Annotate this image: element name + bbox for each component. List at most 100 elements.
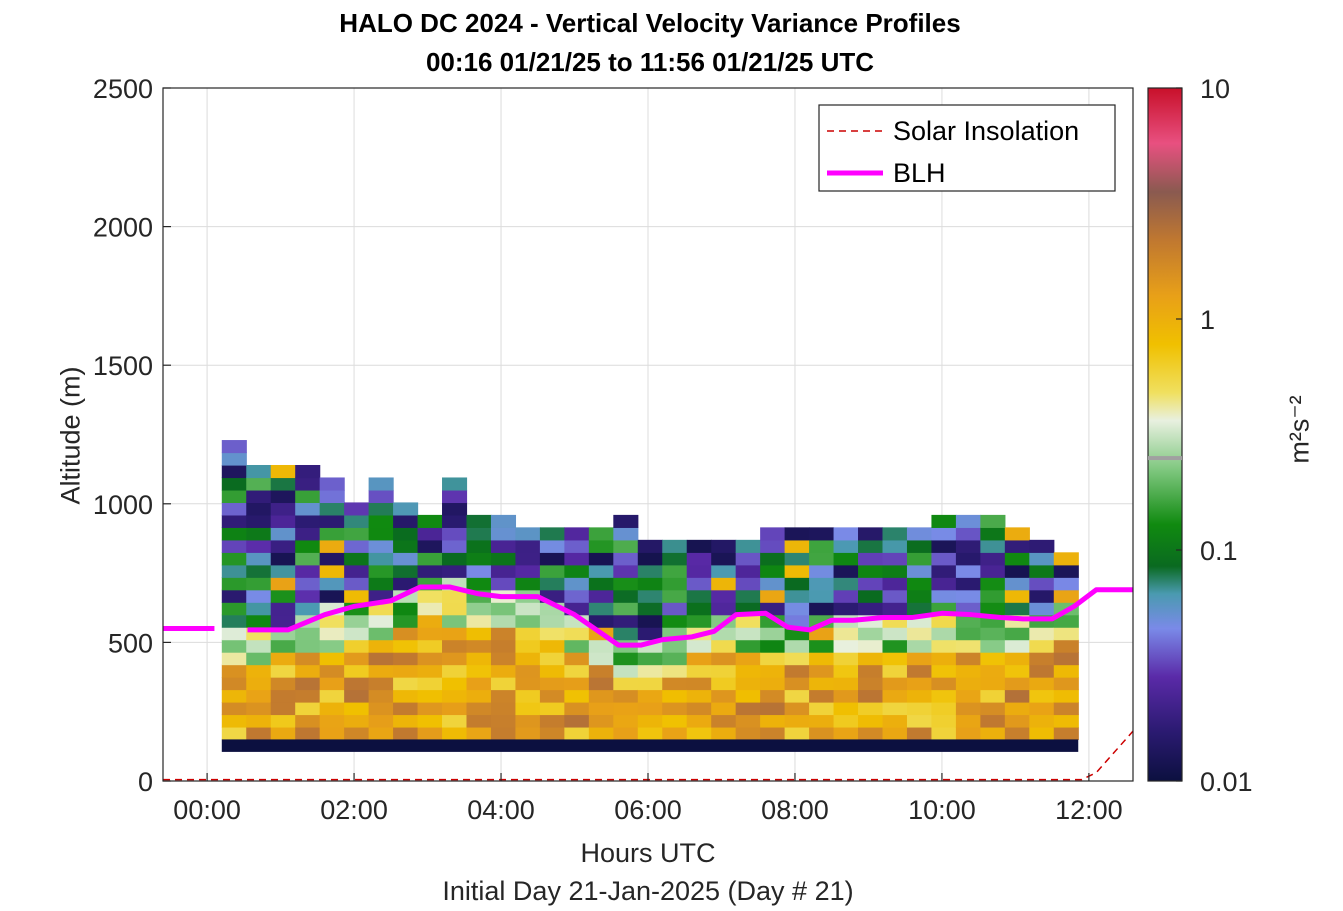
heatmap-cell	[833, 602, 859, 616]
heatmap-cell	[442, 539, 468, 553]
heatmap-cell	[760, 652, 786, 666]
heatmap-cell	[662, 539, 688, 553]
heatmap-cell	[637, 689, 663, 703]
heatmap-cell	[221, 714, 247, 728]
heatmap-cell	[221, 489, 247, 504]
heatmap-cell	[515, 652, 541, 666]
heatmap-cell	[686, 714, 712, 728]
heatmap-cell	[882, 602, 908, 616]
heatmap-cell	[564, 652, 590, 666]
heatmap-cell	[490, 552, 517, 566]
heatmap-cell	[760, 689, 786, 703]
heatmap-cell	[539, 539, 565, 553]
heatmap-cell	[270, 689, 296, 703]
heatmap-cell	[784, 652, 810, 666]
heatmap-cell	[344, 527, 370, 541]
heatmap-cell	[246, 726, 272, 741]
heatmap-cell	[588, 614, 614, 628]
blh-line	[247, 584, 1133, 648]
heatmap-cell	[1004, 639, 1030, 653]
heatmap-cell	[955, 639, 981, 653]
heatmap-cell	[931, 577, 957, 591]
heatmap-cell	[980, 677, 1006, 691]
heatmap-cell	[711, 639, 737, 653]
heatmap-cell	[784, 602, 810, 616]
legend: Solar Insolation BLH	[818, 104, 1116, 192]
heatmap-cell	[735, 726, 761, 741]
heatmap-cell	[319, 477, 345, 491]
heatmap-cell	[393, 677, 419, 691]
heatmap-cell	[417, 701, 443, 716]
heatmap-cell	[344, 689, 370, 703]
heatmap-cell	[417, 652, 443, 666]
heatmap-cell	[539, 652, 565, 666]
heatmap-cell	[368, 502, 394, 516]
heatmap-cell	[295, 726, 321, 741]
heatmap-cell	[858, 527, 884, 541]
heatmap-cell	[613, 689, 639, 703]
heatmap-cell	[931, 639, 957, 653]
heatmap-cell	[246, 539, 272, 553]
heatmap-cell	[393, 502, 419, 516]
heatmap-cell	[637, 589, 663, 603]
colorbar	[1147, 87, 1183, 782]
heatmap-cell	[613, 577, 639, 591]
heatmap-cell	[368, 527, 394, 541]
heatmap-cell	[858, 589, 884, 603]
heatmap-cell	[1004, 564, 1030, 578]
heatmap-cell	[270, 602, 296, 616]
heatmap-cell	[442, 602, 468, 616]
heatmap-cell	[833, 677, 859, 691]
heatmap-cell	[662, 726, 688, 741]
heatmap-cell	[931, 689, 957, 703]
heatmap-cell	[319, 652, 345, 666]
heatmap-cell	[955, 701, 981, 716]
heatmap-cell	[515, 564, 541, 578]
heatmap-cell	[784, 552, 810, 566]
heatmap-cell	[319, 726, 345, 741]
plot-frame	[162, 87, 1134, 782]
heatmap-cell	[442, 564, 468, 578]
heatmap-cell	[270, 614, 296, 628]
heatmap-cell	[906, 539, 933, 553]
heatmap-cell	[662, 664, 688, 678]
heatmap-cell	[490, 514, 517, 528]
y-tick-label: 0	[138, 767, 153, 797]
heatmap-cell	[295, 527, 321, 541]
heatmap-cell	[490, 701, 517, 716]
heatmap-cell	[784, 577, 810, 591]
heatmap-cell	[931, 726, 957, 741]
heatmap-cell	[833, 726, 859, 741]
heatmap-cell	[1053, 589, 1079, 603]
heatmap-cell	[931, 564, 957, 578]
heatmap-cell	[882, 664, 908, 678]
heatmap-cell	[809, 664, 835, 678]
heatmap-cell	[955, 552, 981, 566]
heatmap-cell	[442, 639, 468, 653]
heatmap-cell	[1029, 677, 1055, 691]
heatmap-cell	[295, 514, 321, 528]
heatmap-cell	[858, 564, 884, 578]
heatmap-cell	[833, 627, 859, 641]
heatmap-cell	[319, 514, 345, 528]
heatmap-cell	[270, 514, 296, 528]
heatmap-cell	[809, 677, 835, 691]
heatmap-cell	[368, 514, 394, 528]
heatmap-cell	[344, 552, 370, 566]
heatmap-cell	[221, 452, 247, 466]
heatmap-cell	[368, 714, 394, 728]
heatmap-cell	[417, 552, 443, 566]
heatmap-cell	[588, 689, 614, 703]
heatmap-cell	[686, 677, 712, 691]
heatmap-cell	[319, 527, 345, 541]
heatmap-cell	[833, 564, 859, 578]
heatmap-cell	[662, 589, 688, 603]
heatmap-cell	[711, 602, 737, 616]
heatmap-cell	[613, 627, 639, 641]
heatmap-cell	[955, 614, 981, 628]
heatmap-cell	[1029, 689, 1055, 703]
heatmap-cell	[858, 701, 884, 716]
heatmap-cell	[906, 639, 933, 653]
heatmap-cell	[784, 689, 810, 703]
heatmap-cell	[931, 539, 957, 553]
